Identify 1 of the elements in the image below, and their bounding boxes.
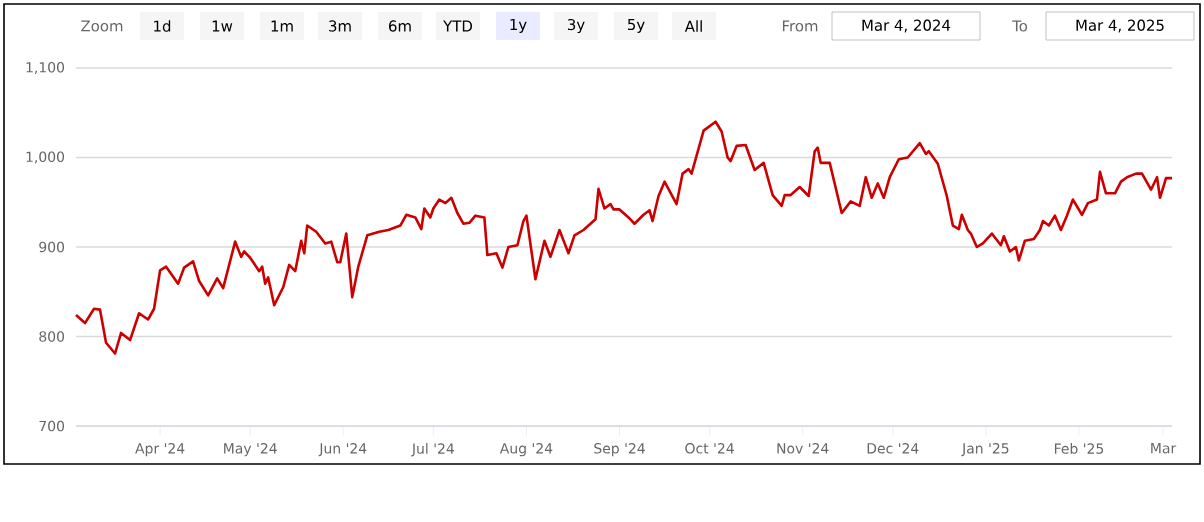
line-series xyxy=(74,120,1174,355)
